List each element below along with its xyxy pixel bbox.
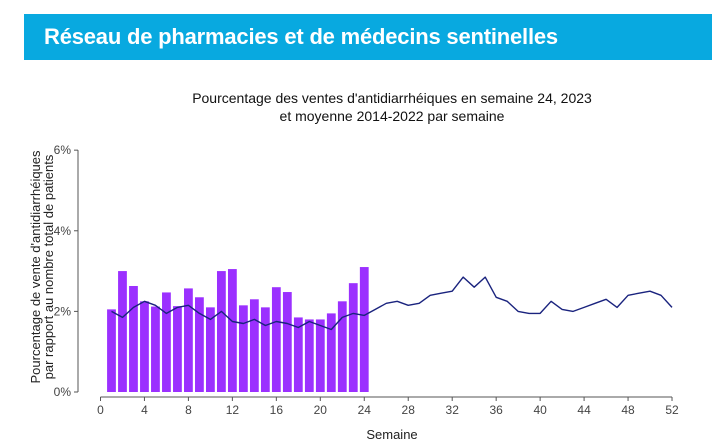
x-axis-label: Semaine xyxy=(366,427,417,440)
bar xyxy=(348,283,358,392)
y-tick-label: 0% xyxy=(54,385,72,399)
x-tick-label: 36 xyxy=(489,403,503,417)
y-axis-label-line-2: par rapport au nombre total de patients xyxy=(41,154,56,379)
bar xyxy=(304,319,314,392)
chart-title-line-1: Pourcentage des ventes d'antidiarrhéique… xyxy=(192,90,592,106)
bar xyxy=(216,271,226,392)
x-tick-label: 16 xyxy=(270,403,284,417)
bar xyxy=(293,317,303,392)
bar xyxy=(140,301,149,392)
x-axis: 0 4 8 12 16 20 24 28 32 36 40 44 48 52 xyxy=(97,396,679,417)
bar xyxy=(227,269,237,392)
bar xyxy=(271,287,281,392)
bar xyxy=(195,297,204,392)
bar xyxy=(326,313,336,392)
bar xyxy=(129,285,138,392)
x-tick-label: 8 xyxy=(185,403,192,417)
bar xyxy=(206,307,215,392)
bar xyxy=(238,305,248,392)
x-tick-label: 32 xyxy=(446,403,460,417)
header-banner: Réseau de pharmacies et de médecins sent… xyxy=(24,14,712,60)
x-tick-label: 40 xyxy=(533,403,547,417)
x-tick-label: 12 xyxy=(226,403,240,417)
x-tick-label: 20 xyxy=(314,403,328,417)
x-tick-label: 4 xyxy=(141,403,148,417)
y-tick-label: 4% xyxy=(54,224,72,238)
x-tick-label: 52 xyxy=(665,403,679,417)
bar xyxy=(118,271,127,392)
bar xyxy=(260,307,270,392)
x-tick-label: 48 xyxy=(621,403,635,417)
x-tick-label: 28 xyxy=(402,403,416,417)
bar xyxy=(162,292,171,392)
banner-title: Réseau de pharmacies et de médecins sent… xyxy=(44,24,558,49)
bar xyxy=(249,299,259,392)
bar xyxy=(173,306,182,392)
bar xyxy=(151,306,160,392)
y-tick-label: 2% xyxy=(54,304,72,318)
line-series xyxy=(111,276,673,331)
bar xyxy=(184,288,193,392)
bar xyxy=(337,301,347,392)
average-line xyxy=(111,276,673,331)
bar xyxy=(282,292,292,392)
y-axis: 0% 2% 4% 6% xyxy=(54,143,79,399)
y-tick-label: 6% xyxy=(54,143,72,157)
x-tick-label: 0 xyxy=(97,403,104,417)
bar xyxy=(359,267,369,392)
x-tick-label: 44 xyxy=(577,403,591,417)
bar xyxy=(107,309,116,392)
bar-series xyxy=(107,267,369,392)
chart-title-line-2: et moyenne 2014-2022 par semaine xyxy=(280,108,505,124)
y-axis-label-line-1: Pourcentage de vente d'antidiarrhéiques xyxy=(28,150,43,384)
x-tick-label: 24 xyxy=(358,403,372,417)
bar xyxy=(315,319,325,392)
